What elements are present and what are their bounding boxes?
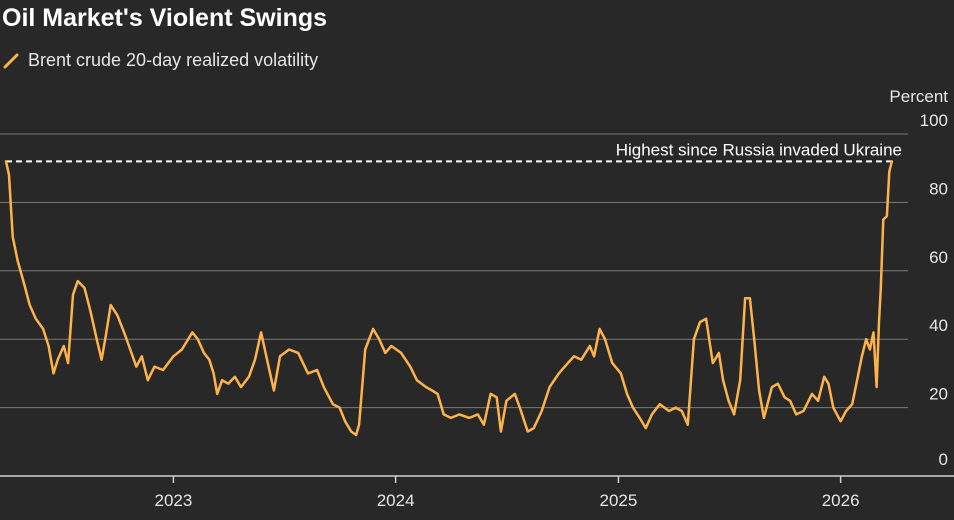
series-line-0	[4, 160, 894, 437]
grid-layer	[0, 133, 908, 409]
legend-swatch-icon	[3, 53, 19, 68]
x-tick-label-2026: 2026	[822, 491, 860, 510]
series-layer	[4, 160, 894, 437]
annotation-layer: Highest since Russia invaded Ukraine	[6, 140, 902, 163]
x-tick-label-2023: 2023	[155, 491, 193, 510]
y-tick-label-60: 60	[929, 248, 948, 267]
y-tick-label-0: 0	[939, 450, 948, 469]
y-tick-label-100: 100	[920, 111, 948, 130]
y-axis-unit-label: Percent	[889, 87, 948, 106]
y-tick-label-20: 20	[929, 385, 948, 404]
annotation-text: Highest since Russia invaded Ukraine	[616, 140, 902, 159]
legend: Brent crude 20-day realized volatility	[2, 50, 318, 71]
x-axis-ticks: 2023 2024 2025 2026	[0, 475, 954, 510]
x-tick-label-2025: 2025	[600, 491, 638, 510]
chart-title: Oil Market's Violent Swings	[2, 4, 328, 32]
y-axis-ticks: 0 20 40 60 80 100	[920, 111, 948, 469]
y-tick-label-80: 80	[929, 179, 948, 198]
y-tick-label-40: 40	[929, 316, 948, 335]
legend-label: Brent crude 20-day realized volatility	[28, 50, 319, 70]
x-tick-label-2024: 2024	[377, 491, 415, 510]
